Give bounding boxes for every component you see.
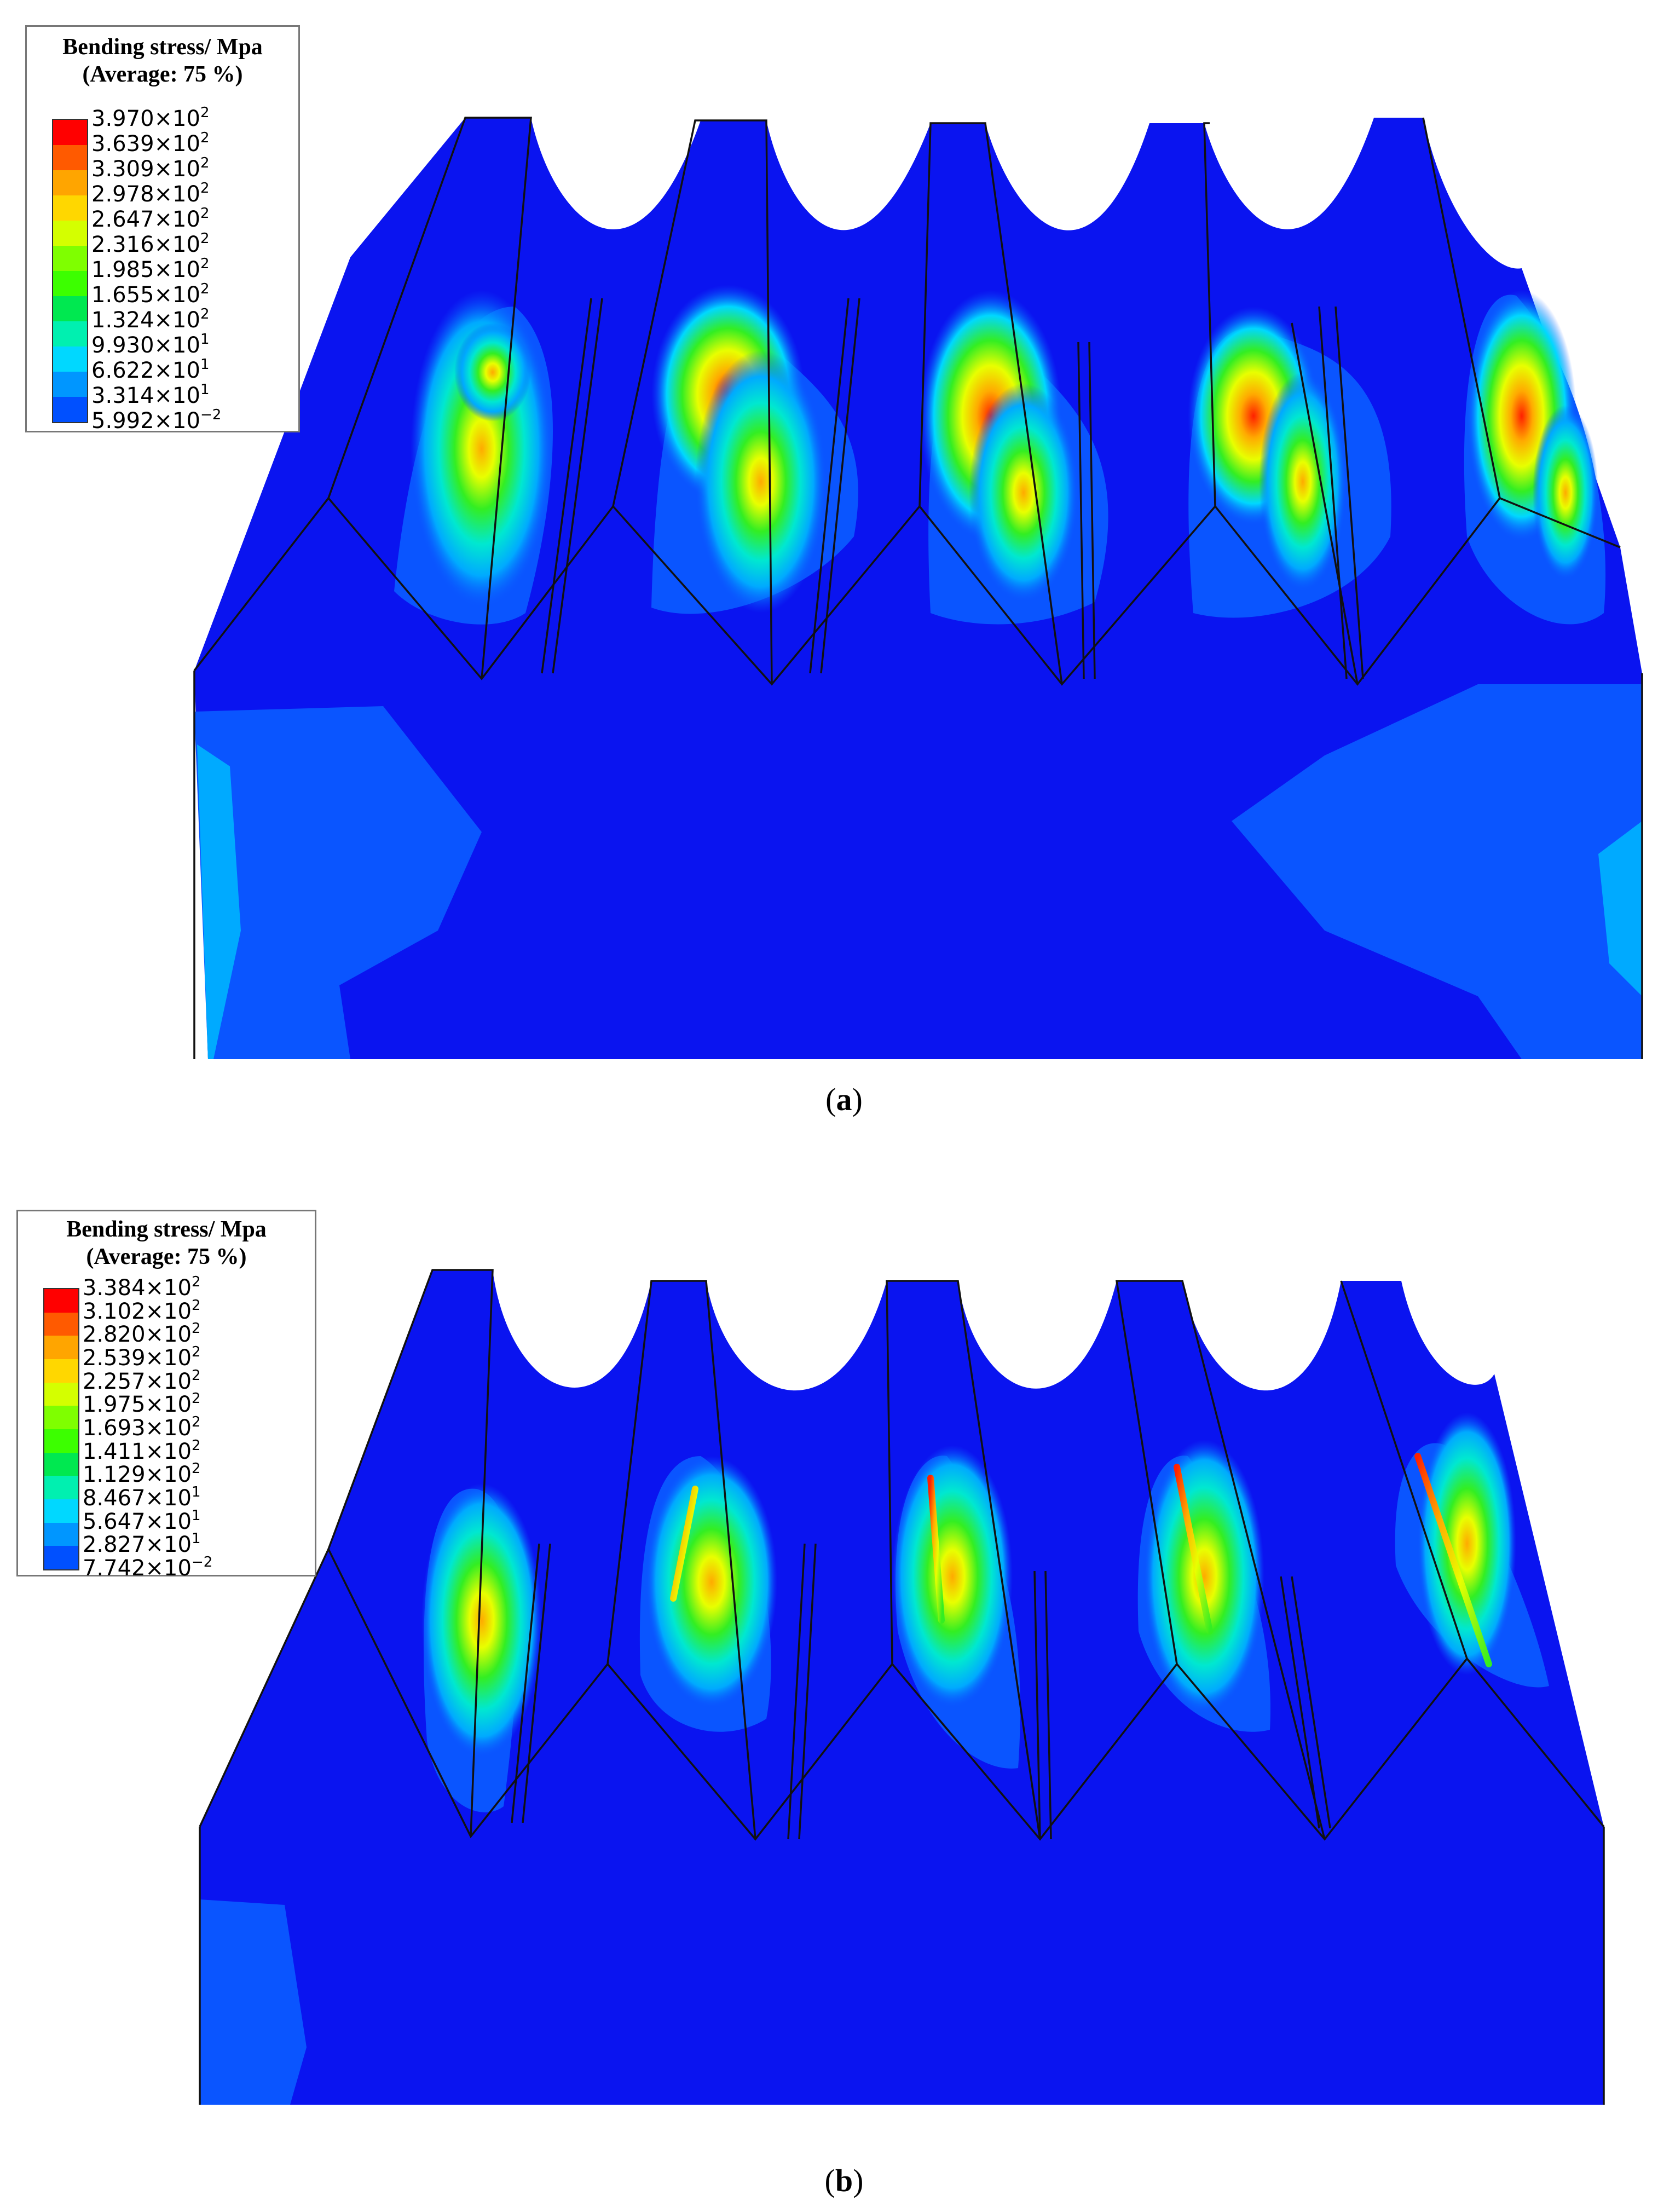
legend-colorbar-a [52,119,88,423]
legend-swatch [44,1359,78,1383]
legend-swatch [44,1312,78,1336]
legend-tick-label: 3.102×102 [83,1297,201,1324]
legend-swatch [53,170,87,195]
caption-letter-b: b [835,2163,853,2198]
legend-tick-label: 1.975×102 [83,1390,201,1418]
hotspot-4b [1144,1440,1264,1713]
legend-swatch [44,1522,78,1546]
legend-tick-label: 1.129×102 [83,1460,201,1488]
legend-tick-label: 2.827×101 [83,1531,201,1558]
low-stress-right-a [1232,684,1642,1059]
legend-tick-label: 1.655×102 [91,281,210,308]
legend-subtitle-b: (Average: 75 %) [86,1244,247,1269]
legend-tick-label: 1.324×102 [91,306,210,333]
low-stress-left-b [200,1899,307,2105]
legend-swatch [44,1289,78,1313]
legend-tick-label: 2.978×102 [91,180,210,207]
legend-swatch [44,1336,78,1359]
legend-tick-label: 5.992×10−2 [91,407,222,434]
gear-rack-stress-contour-a [193,117,1643,1059]
legend-tick-label: 3.970×102 [91,105,210,131]
legend-tick-label: 6.622×101 [91,356,210,383]
legend-tick-label: 1.985×102 [91,256,210,282]
legend-swatch [53,120,87,145]
tooth-edges-b [199,1269,1605,2105]
legend-tick-label: 3.314×101 [91,382,210,408]
legend-tick-label: 1.693×102 [83,1414,201,1441]
caption-a: (a) [825,1082,863,1117]
legend-swatch [44,1499,78,1523]
legend-swatch [53,145,87,170]
legend-swatch [44,1452,78,1476]
legend-swatch [53,271,87,296]
legend-tick-label: 2.647×102 [91,205,210,232]
figure-panel-a: Bending stress/ Mpa (Average: 75 %) 3.97… [25,25,1643,1117]
legend-subtitle-a: (Average: 75 %) [82,62,243,87]
legend-swatch [53,346,87,372]
legend-swatch [44,1476,78,1499]
mid-stress-left-a [197,744,241,1059]
hotspot-5b [1418,1412,1516,1675]
low-stress-left-a [194,706,482,1059]
legend-tick-label: 9.930×101 [91,331,210,358]
legend-tick-label: 2.316×102 [91,230,210,257]
legend-tick-label: 2.820×102 [83,1320,201,1348]
legend-swatch [53,397,87,422]
legend-tick-label: 3.309×102 [91,155,210,182]
legend-swatch [44,1382,78,1406]
caption-b: (b) [824,2163,864,2198]
legend-swatch [44,1406,78,1429]
legend-swatch [53,221,87,246]
legend-tick-label: 8.467×101 [83,1484,201,1511]
legend-swatch [44,1429,78,1453]
legend-swatch [53,296,87,321]
legend-swatch [53,195,87,221]
hotspot-1b [421,1483,542,1757]
color-legend-b: Bending stress/ Mpa (Average: 75 %) 3.38… [16,1210,316,1579]
gear-rack-stress-contour-b [199,1269,1605,2105]
legend-tick-label: 3.384×102 [83,1274,201,1301]
legend-swatch [53,372,87,397]
legend-title-b: Bending stress/ Mpa [66,1217,267,1242]
caption-letter-a: a [836,1082,852,1117]
legend-swatch [53,246,87,271]
mid-stress-right-a [1598,821,1642,996]
figure-panel-b: Bending stress/ Mpa (Average: 75 %) 3.38… [0,1193,1658,2211]
rack-body-b [200,1270,1604,2105]
peak-stress-streaks-b [670,1453,1492,1667]
legend-tick-label: 2.257×102 [83,1367,201,1394]
hotspot-3b [892,1445,1013,1708]
legend-tick-label: 1.411×102 [83,1437,201,1464]
legend-tick-label: 5.647×101 [83,1507,201,1534]
hotspot-2b [646,1456,777,1708]
legend-tick-label: 2.539×102 [83,1344,201,1371]
legend-title-a: Bending stress/ Mpa [62,34,263,60]
legend-swatch [44,1546,78,1569]
tooth-edges-a [193,117,1643,1059]
legend-swatch [53,321,87,346]
color-legend-a: Bending stress/ Mpa (Average: 75 %) 3.97… [25,25,300,432]
legend-tick-label: 7.742×10−2 [83,1554,213,1581]
legend-tick-label: 3.639×102 [91,130,210,157]
legend-colorbar-b [43,1288,79,1570]
